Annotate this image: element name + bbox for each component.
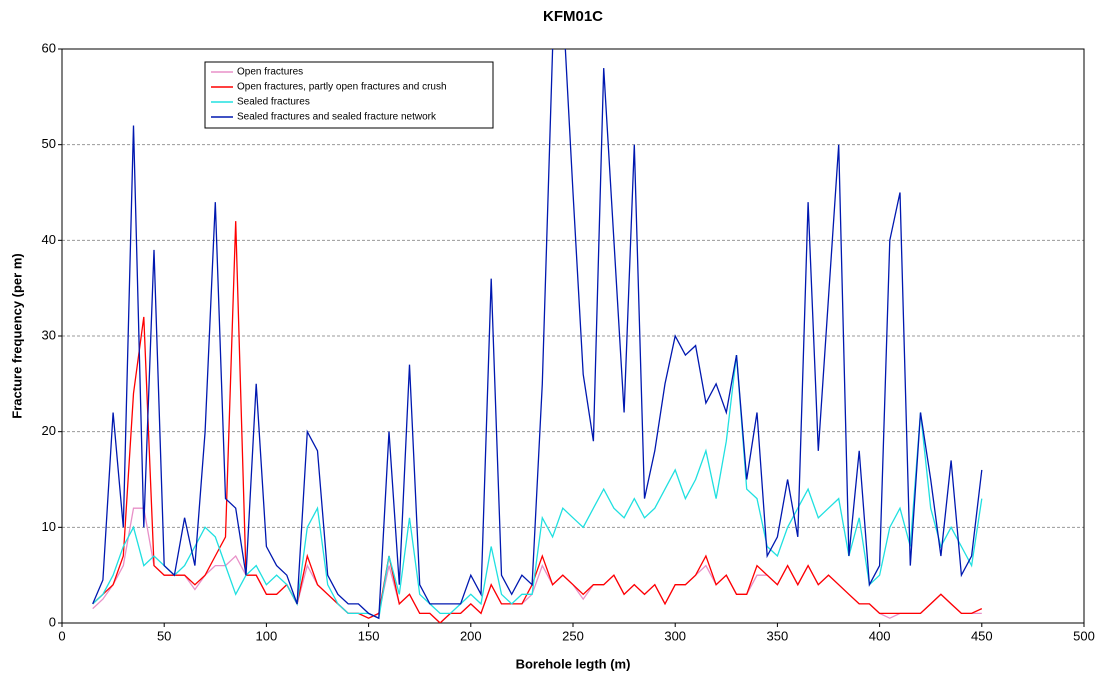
x-tick-label: 500 — [1073, 628, 1095, 643]
x-tick-label: 0 — [58, 628, 65, 643]
series-line — [92, 49, 983, 620]
y-tick-label: 30 — [42, 327, 56, 342]
legend-box — [204, 61, 494, 129]
legend-label: Open fractures — [237, 67, 303, 78]
x-tick-label: 50 — [157, 628, 171, 643]
x-tick-label: 350 — [767, 628, 789, 643]
x-tick-label: 250 — [562, 628, 584, 643]
legend: Open fractures Open fractures, partly ope… — [204, 61, 494, 129]
legend-label: Sealed fractures and sealed fracture net… — [237, 112, 437, 123]
legend-label: Sealed fractures — [237, 97, 310, 108]
x-axis-label: Borehole legth (m) — [516, 656, 631, 671]
y-axis-label: Fracture frequency (per m) — [9, 253, 24, 418]
y-tick-label: 20 — [42, 423, 56, 438]
series-line — [92, 355, 983, 620]
y-tick-label: 50 — [42, 136, 56, 151]
series-line — [92, 221, 983, 623]
x-tick-label: 450 — [971, 628, 993, 643]
chart-title: KFM01C — [543, 8, 603, 25]
x-tick-label: 400 — [869, 628, 891, 643]
plot-frame — [61, 48, 1085, 624]
legend-label: Open fractures, partly open fractures an… — [237, 82, 447, 93]
x-tick-label: 200 — [460, 628, 482, 643]
x-tick-label: 150 — [358, 628, 380, 643]
y-tick-label: 40 — [42, 232, 56, 247]
x-tick-label: 300 — [664, 628, 686, 643]
y-tick-label: 60 — [42, 40, 56, 55]
y-tick-label: 0 — [49, 614, 56, 629]
x-tick-label: 100 — [256, 628, 278, 643]
y-tick-label: 10 — [42, 519, 56, 534]
